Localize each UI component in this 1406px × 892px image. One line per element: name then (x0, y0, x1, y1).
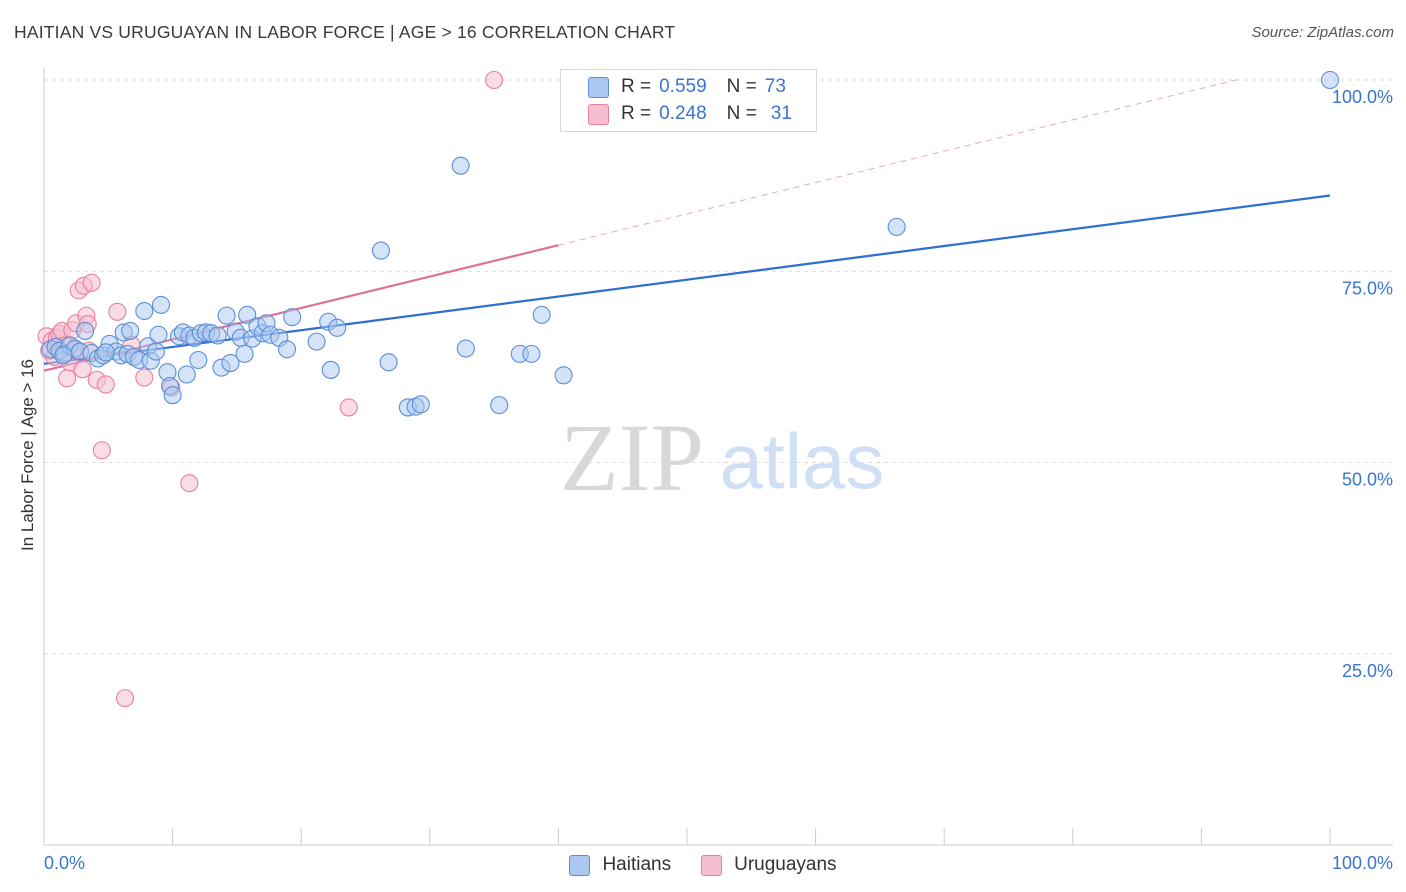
legend-row-uruguayans: R = 0.248 N = 31 (588, 102, 792, 126)
haitians-point (163, 386, 182, 405)
haitians-point (189, 350, 208, 370)
uruguayans-trend-extension (558, 78, 1241, 246)
watermark-atlas: atlas (720, 417, 885, 505)
tick-labels: 25.0% 50.0% 75.0% 100.0% 0.0% 100.0% (44, 87, 1393, 873)
watermark: ZIP atlas (560, 404, 884, 511)
haitians-point (379, 353, 398, 372)
haitians-point (307, 332, 326, 351)
haitians-point (177, 365, 196, 384)
y-tick-label-100: 100.0% (1332, 87, 1393, 107)
haitians-r-value: 0.559 (659, 76, 707, 97)
haitians-point (371, 241, 390, 260)
x-tick-label-100: 100.0% (1332, 853, 1393, 873)
haitians-legend-label: Haitians (602, 854, 672, 875)
haitians-point (238, 305, 257, 324)
uruguayans-swatch (588, 103, 609, 125)
uruguayans-point (339, 398, 358, 417)
legend-item-haitians[interactable]: Haitians (569, 852, 671, 878)
haitians-point (1320, 70, 1340, 90)
haitians-points (41, 70, 1340, 417)
haitians-point (283, 308, 302, 327)
haitians-point (411, 395, 430, 414)
series-legend: Haitians Uruguayans (0, 852, 1406, 878)
uruguayans-point (82, 273, 101, 292)
haitians-swatch (588, 76, 609, 98)
haitians-n-label: N = (726, 76, 757, 97)
haitians-point (208, 326, 227, 345)
y-tick-label-25: 25.0% (1342, 661, 1393, 681)
haitians-point (76, 321, 95, 340)
haitians-legend-swatch (569, 854, 591, 876)
uruguayans-point (108, 302, 127, 321)
watermark-zip: ZIP (560, 404, 704, 511)
haitians-n-value: 73 (764, 76, 786, 97)
haitians-r-label: R = (621, 76, 652, 97)
haitians-point (278, 340, 297, 359)
haitians-point (328, 318, 347, 337)
stats-legend: R = 0.559 N = 73 R = 0.248 N = 31 (560, 69, 817, 132)
uruguayans-point (135, 368, 154, 387)
axes (43, 68, 1393, 846)
uruguayans-point (485, 70, 504, 90)
haitians-point (96, 343, 115, 362)
uruguayans-point (180, 474, 199, 493)
haitians-point (121, 321, 140, 340)
legend-row-haitians: R = 0.559 N = 73 (588, 75, 786, 99)
uruguayans-r-label: R = (621, 103, 652, 124)
uruguayans-point (96, 375, 115, 394)
haitians-point (151, 295, 171, 314)
uruguayans-n-value: 31 (770, 103, 792, 124)
uruguayans-legend-swatch (701, 854, 723, 876)
uruguayans-legend-label: Uruguayans (734, 854, 837, 875)
haitians-point (221, 353, 240, 373)
haitians-point (146, 342, 165, 361)
uruguayans-point (92, 441, 111, 460)
haitians-point (522, 344, 541, 363)
legend-item-uruguayans[interactable]: Uruguayans (701, 852, 837, 878)
uruguayans-points (37, 70, 504, 708)
grid-lines (44, 79, 1393, 655)
uruguayans-r-value: 0.248 (659, 103, 707, 124)
uruguayans-point (58, 369, 77, 388)
uruguayans-point (73, 360, 92, 379)
haitians-point (217, 306, 236, 325)
uruguayans-point (115, 689, 135, 708)
haitians-point (149, 325, 168, 344)
y-tick-label-75: 75.0% (1342, 278, 1393, 298)
x-tick-label-0: 0.0% (44, 853, 85, 873)
haitians-point (451, 156, 470, 175)
source-label: Source: ZipAtlas.com (1251, 24, 1394, 41)
uruguayans-n-label: N = (726, 103, 757, 124)
haitians-point (554, 366, 573, 385)
haitians-point (321, 360, 340, 379)
haitians-point (887, 217, 906, 236)
chart-title: HAITIAN VS URUGUAYAN IN LABOR FORCE | AG… (14, 22, 676, 42)
haitians-point (532, 305, 551, 324)
haitians-point (54, 346, 73, 365)
y-tick-label-50: 50.0% (1342, 470, 1393, 490)
haitians-point (135, 301, 154, 321)
haitians-point (490, 396, 509, 415)
haitians-point (456, 339, 475, 358)
haitians-point (235, 344, 254, 363)
